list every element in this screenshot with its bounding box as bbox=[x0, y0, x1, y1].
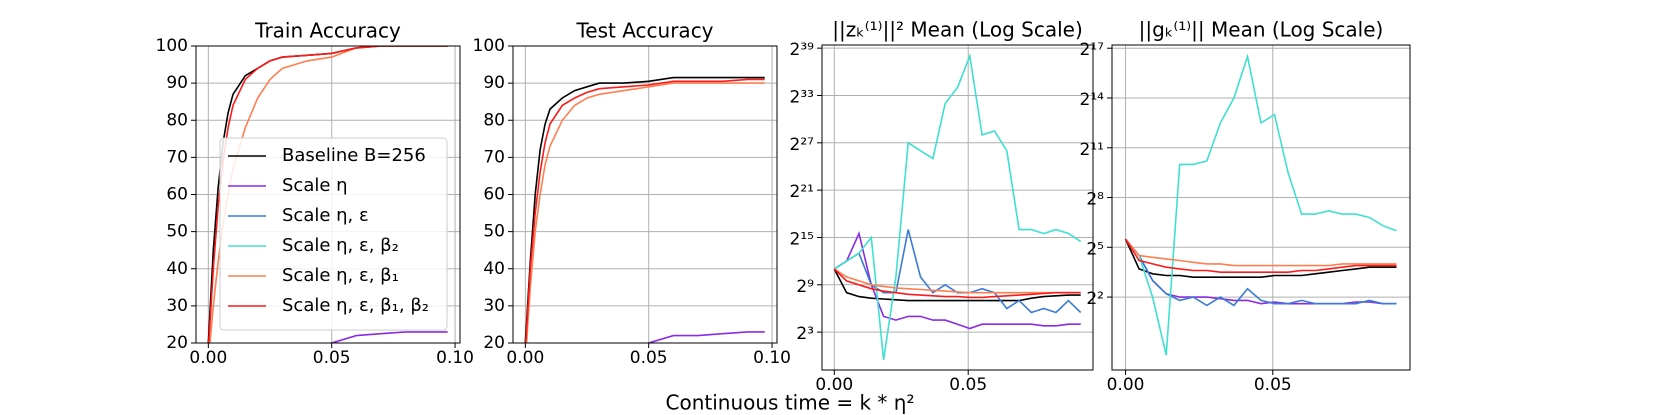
chart-title: ||gₖ⁽¹⁾|| Mean (Log Scale) bbox=[1139, 18, 1384, 42]
series-line bbox=[1124, 238, 1397, 278]
legend: Baseline B=256 Scale η Scale η, ε Scale η, … bbox=[219, 137, 448, 331]
x-tick-label: 0.00 bbox=[1107, 375, 1145, 395]
legend-label: Scale η, ε, β₁, β₂ bbox=[282, 295, 429, 316]
panel: ||zₖ⁽¹⁾||² Mean (Log Scale) 2³ 2⁹ 2¹⁵ 2²¹ 2²⁷… bbox=[790, 18, 1094, 395]
legend-label: Scale η, ε bbox=[282, 205, 369, 226]
y-tick-label: 2⁹ bbox=[796, 277, 814, 297]
y-tick-label: 60 bbox=[166, 185, 188, 205]
y-tick-label: 30 bbox=[166, 296, 188, 316]
y-tick-label: 40 bbox=[166, 259, 188, 279]
panel: ||gₖ⁽¹⁾|| Mean (Log Scale) 2² 2⁵ 2⁸ 2¹¹ 2¹⁴ 2¹… bbox=[1080, 18, 1411, 395]
series-line bbox=[524, 76, 765, 343]
legend-label: Scale η bbox=[282, 175, 348, 196]
series-line bbox=[1124, 53, 1397, 356]
series-line bbox=[833, 268, 1081, 294]
y-tick-label: 2²⁷ bbox=[790, 135, 815, 155]
legend-label: Scale η, ε, β₂ bbox=[282, 235, 399, 256]
y-tick-label: 40 bbox=[483, 259, 505, 279]
y-tick-label: 90 bbox=[483, 73, 505, 93]
plot-frame bbox=[512, 45, 778, 344]
x-tick-label: 0.10 bbox=[436, 348, 474, 368]
panel: Test Accuracy 20 30 40 50 60 70 80 90 100 0.00 0.05… bbox=[473, 19, 791, 369]
series-line bbox=[330, 331, 448, 343]
x-tick-label: 0.00 bbox=[189, 348, 227, 368]
plot-frame bbox=[821, 44, 1094, 371]
y-tick-label: 100 bbox=[473, 36, 505, 56]
y-tick-label: 70 bbox=[483, 147, 505, 167]
series-line bbox=[833, 268, 1081, 299]
y-tick-label: 20 bbox=[166, 333, 188, 353]
series-line bbox=[833, 52, 1082, 361]
x-tick-label: 0.00 bbox=[506, 348, 544, 368]
y-tick-label: 50 bbox=[166, 222, 188, 242]
series-line bbox=[833, 268, 1081, 302]
y-tick-label: 50 bbox=[483, 222, 505, 242]
y-tick-label: 2¹⁵ bbox=[790, 229, 814, 249]
y-tick-label: 2²¹ bbox=[790, 182, 814, 202]
x-tick-label: 0.00 bbox=[815, 375, 853, 395]
series-line bbox=[1124, 238, 1397, 267]
y-tick-label: 100 bbox=[156, 36, 188, 56]
x-tick-label: 0.05 bbox=[630, 348, 668, 368]
y-tick-label: 20 bbox=[483, 333, 505, 353]
series-line bbox=[647, 331, 765, 343]
plot-frame bbox=[195, 45, 461, 344]
series-line bbox=[833, 231, 1081, 330]
legend-label: Scale η, ε, β₁ bbox=[282, 265, 399, 286]
x-tick-label: 0.05 bbox=[1254, 375, 1292, 395]
y-tick-label: 80 bbox=[483, 110, 505, 130]
x-tick-label: 0.05 bbox=[949, 375, 987, 395]
y-tick-label: 90 bbox=[166, 73, 188, 93]
y-tick-label: 2¹⁴ bbox=[1080, 90, 1105, 110]
plot-frame bbox=[1111, 44, 1411, 371]
y-tick-label: 2³ bbox=[796, 324, 814, 344]
y-tick-label: 2¹⁷ bbox=[1080, 40, 1105, 60]
x-tick-label: 0.05 bbox=[313, 348, 351, 368]
y-tick-label: 2⁸ bbox=[1086, 190, 1104, 210]
series-line bbox=[525, 82, 765, 343]
y-tick-label: 2⁵ bbox=[1086, 239, 1104, 259]
y-tick-label: 70 bbox=[166, 147, 188, 167]
panel: Train Accuracy 20 30 40 50 60 70 80 90 100 0.00 0.0… bbox=[156, 19, 474, 369]
y-tick-label: 2³³ bbox=[790, 87, 814, 107]
y-tick-label: 80 bbox=[166, 110, 188, 130]
x-axis-label: Continuous time = k * η² bbox=[666, 391, 915, 415]
series-line bbox=[1124, 238, 1397, 273]
y-tick-label: 2¹¹ bbox=[1080, 140, 1104, 160]
y-tick-label: 60 bbox=[483, 185, 505, 205]
x-tick-label: 0.10 bbox=[753, 348, 791, 368]
series-line bbox=[524, 78, 765, 343]
chart-title: Test Accuracy bbox=[575, 19, 713, 43]
chart-title: Train Accuracy bbox=[254, 19, 401, 43]
chart-title: ||zₖ⁽¹⁾||² Mean (Log Scale) bbox=[832, 18, 1083, 42]
legend-box bbox=[219, 137, 448, 331]
y-tick-label: 2² bbox=[1086, 289, 1104, 309]
y-tick-label: 30 bbox=[483, 296, 505, 316]
y-tick-label: 2³⁹ bbox=[790, 40, 815, 60]
legend-label: Baseline B=256 bbox=[282, 145, 426, 166]
